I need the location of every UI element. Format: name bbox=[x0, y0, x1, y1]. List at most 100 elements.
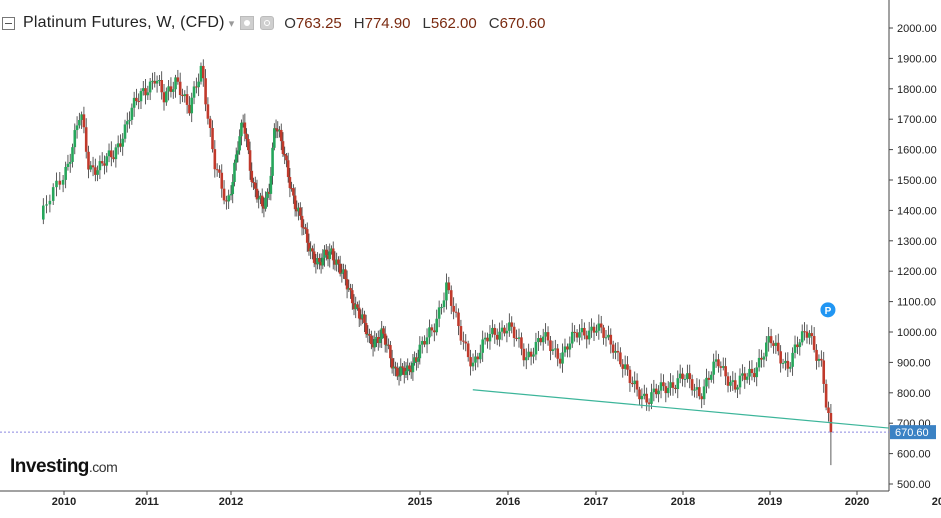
candle-up bbox=[741, 373, 744, 376]
candle-down bbox=[262, 206, 266, 209]
candle-down bbox=[674, 387, 677, 390]
candle-up bbox=[227, 195, 230, 202]
candle-up bbox=[241, 122, 245, 124]
candle-down bbox=[462, 340, 465, 342]
candle-down bbox=[609, 334, 613, 345]
candle-down bbox=[300, 215, 304, 228]
x-tick-label: 2016 bbox=[496, 496, 520, 508]
candle-down bbox=[87, 151, 90, 170]
candle-down bbox=[312, 251, 316, 263]
candle-up bbox=[171, 89, 175, 92]
candle-up bbox=[199, 65, 203, 82]
candle-up bbox=[167, 86, 170, 92]
candle-down bbox=[345, 279, 349, 290]
candle-down bbox=[326, 255, 330, 260]
candle-up bbox=[702, 386, 706, 400]
candle-down bbox=[376, 336, 380, 344]
candle-up bbox=[321, 257, 325, 266]
candle-down bbox=[466, 343, 470, 358]
candle-up bbox=[89, 165, 93, 170]
candle-down bbox=[390, 358, 394, 369]
candle-down bbox=[464, 341, 468, 344]
candle-down bbox=[698, 387, 701, 397]
candle-down bbox=[556, 348, 560, 359]
candle-down bbox=[688, 373, 692, 380]
candle-up bbox=[652, 388, 656, 393]
candle-up bbox=[435, 318, 439, 333]
candle-down bbox=[726, 376, 730, 386]
candle-down bbox=[645, 393, 648, 403]
candle-up bbox=[428, 327, 431, 338]
ohlc-values: O763.25 H774.90 L562.00 C670.60 bbox=[284, 15, 545, 32]
chart-header: Platinum Futures, W, (CFD) ▾ O763.25 H77… bbox=[2, 12, 545, 34]
candle-up bbox=[500, 327, 504, 332]
candle-up bbox=[335, 259, 338, 265]
candle-down bbox=[671, 382, 675, 388]
x-tick-label: 2018 bbox=[671, 496, 695, 508]
candle-up bbox=[650, 392, 653, 404]
ohlc-high: H774.90 bbox=[353, 14, 411, 32]
settings-icon[interactable] bbox=[260, 16, 275, 30]
candle-down bbox=[153, 80, 157, 84]
candle-up bbox=[416, 358, 420, 362]
candle-up bbox=[544, 332, 547, 337]
candle-up bbox=[642, 393, 646, 396]
candle-down bbox=[510, 322, 514, 327]
candle-down bbox=[245, 133, 248, 140]
collapse-icon[interactable] bbox=[2, 16, 15, 30]
candle-down bbox=[338, 263, 342, 274]
candle-down bbox=[211, 127, 214, 150]
chevron-down-icon[interactable]: ▾ bbox=[228, 17, 235, 30]
candle-up bbox=[537, 338, 540, 342]
candle-down bbox=[635, 380, 639, 390]
candle-down bbox=[803, 331, 806, 333]
candle-down bbox=[805, 331, 809, 338]
candle-down bbox=[247, 139, 250, 151]
candle-down bbox=[707, 377, 711, 380]
ohlc-open: O763.25 bbox=[284, 14, 342, 32]
candle-up bbox=[729, 381, 732, 386]
candle-up bbox=[524, 357, 528, 361]
candle-up bbox=[271, 147, 274, 176]
candle-down bbox=[621, 364, 625, 369]
candle-down bbox=[566, 346, 569, 350]
candle-up bbox=[347, 288, 351, 290]
candle-up bbox=[190, 97, 194, 114]
candle-up bbox=[174, 77, 177, 90]
candle-down bbox=[452, 305, 455, 312]
candle-down bbox=[402, 367, 406, 375]
candle-down bbox=[220, 172, 224, 189]
candle-up bbox=[420, 341, 424, 345]
candle-up bbox=[623, 364, 627, 369]
candle-down bbox=[176, 77, 180, 82]
candle-down bbox=[822, 360, 826, 384]
candle-down bbox=[753, 373, 756, 378]
candle-up bbox=[236, 150, 240, 155]
candle-up bbox=[266, 191, 269, 198]
y-tick-label: 1600.00 bbox=[897, 145, 937, 157]
candle-up bbox=[42, 205, 45, 220]
candle-down bbox=[539, 338, 543, 343]
candle-down bbox=[103, 163, 106, 166]
candle-up bbox=[762, 356, 766, 360]
eye-icon[interactable] bbox=[240, 16, 255, 30]
candle-up bbox=[75, 125, 79, 131]
candle-down bbox=[383, 333, 387, 345]
y-tick-label: 1700.00 bbox=[897, 114, 937, 126]
candle-up bbox=[259, 195, 262, 199]
candle-up bbox=[669, 382, 672, 388]
candle-down bbox=[324, 249, 328, 256]
candle-up bbox=[342, 269, 345, 273]
candle-down bbox=[743, 373, 747, 380]
candle-up bbox=[116, 143, 120, 148]
x-tick-label: 2017 bbox=[584, 496, 608, 508]
candle-up bbox=[73, 130, 77, 148]
candle-up bbox=[373, 338, 377, 348]
candle-up bbox=[659, 382, 663, 391]
candle-up bbox=[607, 334, 610, 338]
candle-down bbox=[815, 349, 818, 361]
candle-up bbox=[695, 387, 699, 390]
overlay: 670.60 P bbox=[0, 302, 936, 440]
